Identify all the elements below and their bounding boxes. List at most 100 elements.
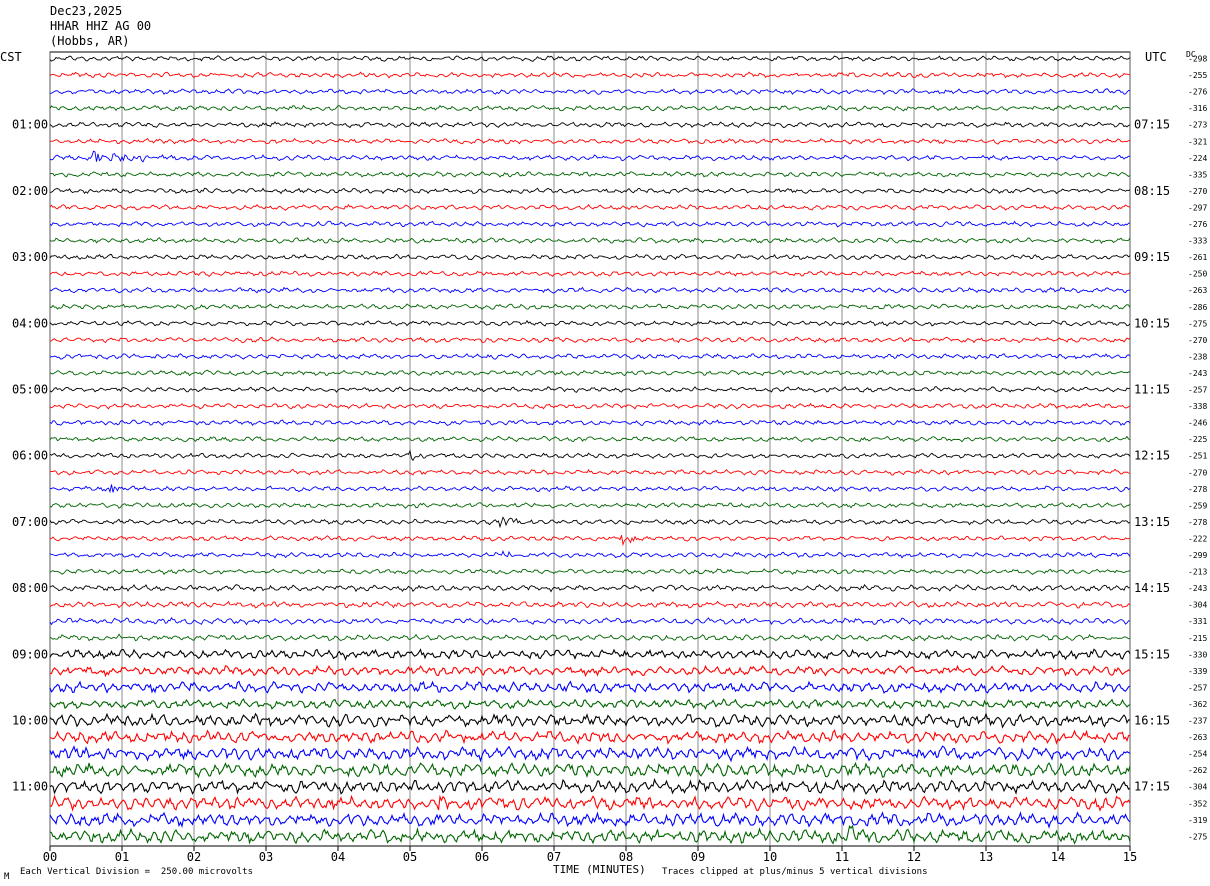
x-tick-label: 15 — [1123, 850, 1137, 864]
dc-offset-label: -270 — [1188, 187, 1207, 196]
seismic-trace-37 — [49, 664, 1131, 678]
seismic-trace-44 — [49, 777, 1131, 795]
dc-offset-label: -335 — [1188, 170, 1207, 179]
right-hour-label: 09:15 — [1134, 250, 1170, 264]
dc-offset-label: -225 — [1188, 435, 1207, 444]
seismic-trace-21 — [49, 402, 1131, 410]
dc-offset-label: -331 — [1188, 617, 1207, 626]
seismic-trace-13 — [49, 270, 1131, 278]
seismic-trace-4 — [49, 121, 1131, 129]
dc-offset-label: -222 — [1188, 534, 1207, 543]
seismic-trace-40 — [49, 712, 1131, 729]
left-hour-label: 04:00 — [12, 316, 48, 330]
seismic-trace-42 — [49, 745, 1131, 763]
dc-offset-label: -262 — [1188, 766, 1207, 775]
axis-labels: 00 01 02 03 04 05 06 07 08 09 10 11 12 13 14 15 -298 -255… — [12, 55, 1207, 865]
dc-offset-label: -352 — [1188, 799, 1207, 808]
right-hour-label: 10:15 — [1134, 316, 1170, 330]
trace-group — [49, 55, 1131, 845]
left-hour-label: 11:00 — [12, 780, 48, 794]
dc-offset-label: -286 — [1188, 303, 1207, 312]
left-hour-label: 10:00 — [12, 714, 48, 728]
left-hour-label: 02:00 — [12, 184, 48, 198]
seismic-trace-24 — [49, 449, 1131, 462]
dc-offset-label: -254 — [1188, 750, 1207, 759]
dc-offset-label: -275 — [1188, 832, 1207, 841]
right-hour-label: 15:15 — [1134, 647, 1170, 661]
dc-offset-label: -276 — [1188, 88, 1207, 97]
dc-offset-label: -270 — [1188, 336, 1207, 345]
seismic-trace-46 — [49, 811, 1131, 829]
seismic-trace-45 — [49, 794, 1131, 812]
x-tick-label: 13 — [979, 850, 993, 864]
right-hour-label: 14:15 — [1134, 581, 1170, 595]
dc-offset-label: -237 — [1188, 717, 1207, 726]
seismic-trace-34 — [49, 617, 1131, 626]
seismic-trace-23 — [49, 435, 1131, 443]
seismic-trace-7 — [49, 171, 1131, 178]
dc-offset-label: -304 — [1188, 601, 1207, 610]
dc-offset-label: -339 — [1188, 667, 1207, 676]
left-hour-label: 07:00 — [12, 515, 48, 529]
dc-offset-label: -259 — [1188, 501, 1207, 510]
dc-offset-label: -316 — [1188, 104, 1207, 113]
seismic-trace-32 — [49, 583, 1131, 593]
seismic-trace-26 — [49, 484, 1131, 494]
dc-offset-label: -299 — [1188, 551, 1207, 560]
seismic-trace-14 — [49, 286, 1131, 294]
dc-offset-label: -251 — [1188, 452, 1207, 461]
seismic-trace-5 — [49, 137, 1131, 145]
x-tick-label: 01 — [115, 850, 129, 864]
header-date: Dec23,2025 — [50, 4, 123, 18]
seismic-trace-8 — [49, 187, 1131, 195]
seismic-trace-31 — [49, 568, 1131, 576]
right-hour-label: 07:15 — [1134, 118, 1170, 132]
dc-offset-label: -270 — [1188, 468, 1207, 477]
left-hour-label: 06:00 — [12, 449, 48, 463]
dc-offset-label: -278 — [1188, 518, 1207, 527]
x-tick-label: 04 — [331, 850, 345, 864]
dc-offset-label: -278 — [1188, 485, 1207, 494]
seismic-trace-43 — [49, 761, 1131, 779]
seismic-trace-12 — [49, 253, 1131, 261]
header-station: HHAR HHZ AG 00 — [50, 19, 152, 33]
scale-text: Each Vertical Division = 250.00 microvol… — [20, 867, 253, 877]
dc-offset-label: -238 — [1188, 352, 1207, 361]
plot-frame — [49, 51, 1131, 847]
dc-offset-label: -250 — [1188, 270, 1207, 279]
right-hour-label: 13:15 — [1134, 515, 1170, 529]
x-tick-label: 09 — [691, 850, 705, 864]
right-hour-label: 16:15 — [1134, 714, 1170, 728]
dc-offset-label: -257 — [1188, 386, 1207, 395]
right-hour-label: 17:15 — [1134, 780, 1170, 794]
seismic-trace-1 — [49, 71, 1131, 79]
clip-text: Traces clipped at plus/minus 5 vertical … — [662, 867, 928, 877]
seismic-trace-0 — [49, 55, 1131, 62]
x-tick-label: 07 — [547, 850, 561, 864]
x-tick-label: 14 — [1051, 850, 1065, 864]
seismic-trace-11 — [49, 237, 1131, 244]
x-tick-label: 11 — [835, 850, 849, 864]
x-tick-label: 12 — [907, 850, 921, 864]
seismic-trace-28 — [49, 516, 1131, 529]
dc-offset-label: -298 — [1188, 55, 1207, 64]
dc-offset-label: -255 — [1188, 71, 1207, 80]
dc-offset-label: -263 — [1188, 733, 1207, 742]
dc-offset-label: -246 — [1188, 419, 1207, 428]
dc-offset-label: -215 — [1188, 634, 1207, 643]
left-hour-label: 05:00 — [12, 383, 48, 397]
right-hour-label: 11:15 — [1134, 383, 1170, 397]
dc-offset-label: -338 — [1188, 402, 1207, 411]
dc-offset-label: -362 — [1188, 700, 1207, 709]
seismic-trace-33 — [49, 600, 1131, 609]
dc-offset-label: -304 — [1188, 783, 1207, 792]
dc-offset-label: -273 — [1188, 121, 1207, 130]
x-tick-label: 02 — [187, 850, 201, 864]
seismic-trace-41 — [49, 729, 1131, 745]
left-hour-label: 08:00 — [12, 581, 48, 595]
header-location: (Hobbs, AR) — [50, 34, 130, 48]
seismic-trace-47 — [49, 824, 1131, 845]
seismic-trace-27 — [49, 502, 1131, 509]
dc-offset-label: -275 — [1188, 319, 1207, 328]
